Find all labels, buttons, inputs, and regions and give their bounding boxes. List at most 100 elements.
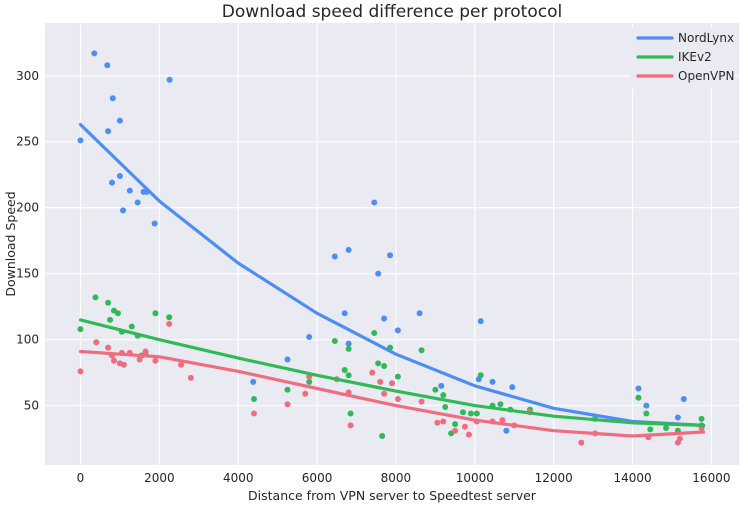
nordlynx-point [166, 76, 173, 83]
nordlynx-point [134, 199, 141, 206]
ikev2-point [77, 326, 84, 333]
ikev2-point [663, 425, 670, 432]
nordlynx-point [116, 173, 123, 180]
nordlynx-fit-line [78, 123, 706, 427]
openvpn-point [578, 439, 585, 446]
nordlynx-point [284, 356, 291, 363]
ikev2-point [467, 410, 474, 417]
ikev2-point [698, 415, 705, 422]
y-tick-label: 100 [16, 333, 39, 347]
x-tick-label: 4000 [223, 471, 254, 485]
ikev2-point [347, 410, 354, 417]
legend-box [630, 28, 733, 88]
y-tick-label: 50 [24, 399, 39, 413]
ikev2-point [92, 294, 99, 301]
ikev2-point [379, 432, 386, 439]
chart-title: Download speed difference per protocol [222, 2, 562, 22]
ikev2-point [250, 396, 257, 403]
openvpn-point [166, 320, 173, 327]
ikev2-point [381, 363, 388, 370]
nordlynx-point [77, 137, 84, 144]
x-tick-label: 0 [77, 471, 85, 485]
openvpn-point [77, 368, 84, 375]
ikev2-point [452, 421, 459, 428]
fit-lines [78, 123, 706, 438]
nordlynx-point [151, 220, 158, 227]
nordlynx-point [109, 95, 116, 102]
nordlynx-point [394, 327, 401, 334]
ikev2-point [643, 410, 650, 417]
y-tick-label: 300 [16, 69, 39, 83]
tick-labels: 0 2000 4000 6000 8000 10000 12000 14000 16000 50 1… [16, 69, 730, 485]
x-tick-label: 2000 [144, 471, 175, 485]
openvpn-point [136, 356, 143, 363]
nordlynx-point [250, 378, 257, 385]
ikev2-point [107, 316, 114, 323]
ikev2-point [128, 323, 135, 330]
x-tick-label: 8000 [381, 471, 412, 485]
ikev2-point [442, 403, 449, 410]
nordlynx-point [331, 253, 338, 260]
nordlynx-point [371, 199, 378, 206]
legend-nordlynx-label: NordLynx [678, 31, 734, 45]
openvpn-point [465, 431, 472, 438]
openvpn-point [499, 417, 506, 424]
x-tick-label: 16000 [692, 471, 730, 485]
openvpn-point [120, 361, 127, 368]
openvpn-point [394, 396, 401, 403]
openvpn-point [377, 378, 384, 385]
ikev2-point [394, 373, 401, 380]
openvpn-point [284, 401, 291, 408]
openvpn-point [676, 435, 683, 442]
nordlynx-point [345, 340, 352, 347]
ikev2-point [432, 386, 439, 393]
openvpn-point [418, 398, 425, 405]
nordlynx-point [91, 50, 98, 57]
openvpn-point [105, 344, 112, 351]
nordlynx-point [345, 246, 352, 253]
y-axis-label: Download Speed [3, 191, 18, 296]
ikev2-point [331, 337, 338, 344]
openvpn-point [250, 410, 257, 417]
x-tick-label: 14000 [613, 471, 651, 485]
ikev2-point [418, 347, 425, 354]
openvpn-point [389, 380, 395, 387]
ikev2-point [341, 367, 348, 374]
nordlynx-point [120, 207, 127, 214]
nordlynx-point [341, 310, 348, 317]
nordlynx-point [477, 318, 484, 325]
y-tick-label: 150 [16, 267, 39, 281]
nordlynx-point [416, 310, 423, 317]
nordlynx-point [387, 252, 394, 259]
nordlynx-point [306, 334, 313, 341]
openvpn-point [381, 390, 388, 397]
nordlynx-point [635, 385, 642, 392]
x-tick-label: 10000 [456, 471, 494, 485]
nordlynx-point [126, 187, 133, 194]
legend: NordLynx IKEv2 OpenVPN [630, 28, 734, 88]
ikev2-point [345, 372, 352, 379]
openvpn-point [111, 357, 118, 364]
openvpn-point [440, 418, 447, 425]
ikev2-point [473, 410, 480, 417]
openvpn-point [93, 339, 100, 346]
openvpn-point [152, 357, 159, 364]
openvpn-point [452, 427, 459, 434]
x-tick-label: 12000 [535, 471, 573, 485]
nordlynx-point [438, 382, 445, 389]
nordlynx-point [381, 315, 388, 322]
legend-ikev2-label: IKEv2 [678, 50, 712, 64]
openvpn-point [434, 419, 441, 426]
ikev2-point [375, 360, 382, 367]
openvpn-point [461, 423, 468, 430]
x-tick-label: 6000 [302, 471, 333, 485]
ikev2-point [284, 386, 291, 393]
ikev2-point [152, 310, 159, 317]
ikev2-point [477, 372, 484, 379]
legend-openvpn-label: OpenVPN [678, 69, 734, 83]
openvpn-point [369, 369, 376, 376]
y-tick-label: 200 [16, 201, 39, 215]
ikev2-point [345, 345, 352, 352]
